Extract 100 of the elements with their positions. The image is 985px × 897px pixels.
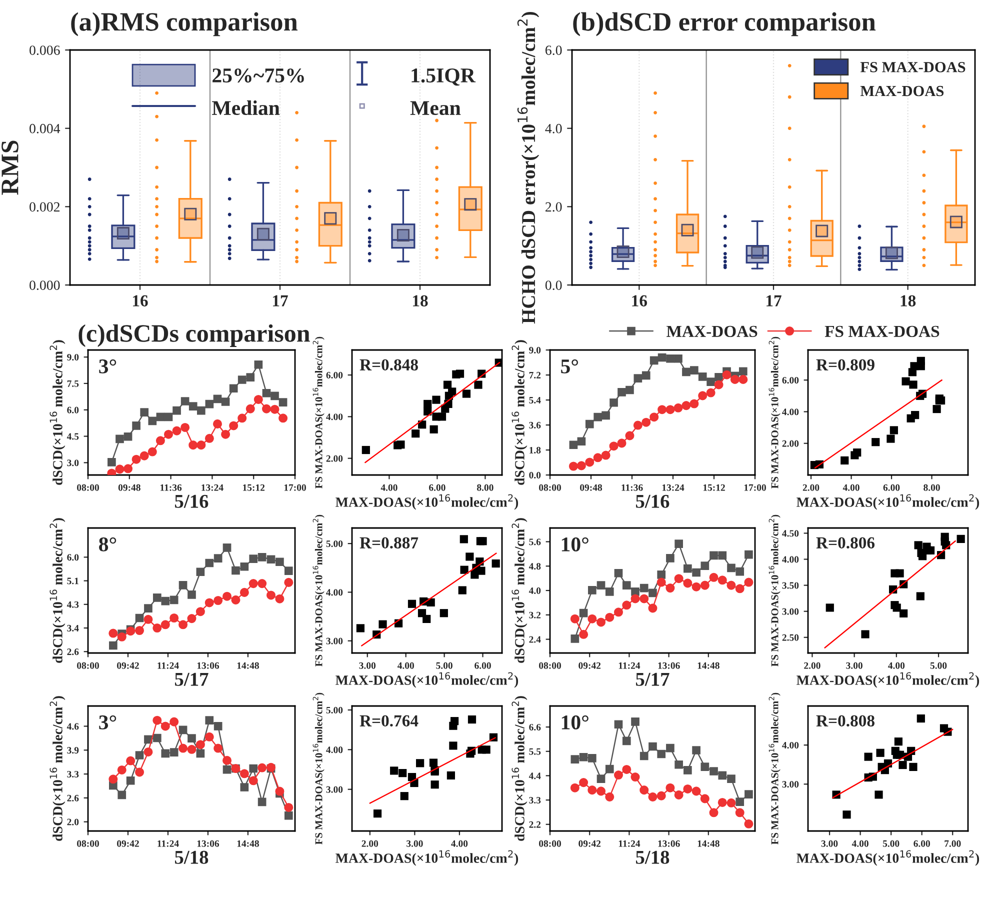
- point: [214, 554, 222, 562]
- point: [254, 360, 263, 369]
- point: [594, 412, 602, 422]
- point: [212, 419, 222, 428]
- point: [709, 572, 718, 582]
- point: [362, 446, 370, 454]
- y-tick-label: 4.0: [545, 124, 562, 134]
- point: [674, 354, 682, 363]
- x-tick-label: 09:42: [578, 662, 601, 669]
- point: [744, 550, 753, 559]
- x-tick-label: 14:48: [698, 840, 720, 847]
- point: [432, 412, 440, 421]
- point: [666, 354, 674, 363]
- point: [180, 422, 190, 432]
- point: [622, 600, 632, 610]
- point: [196, 607, 205, 616]
- y-tick-label: 2.00: [326, 455, 343, 462]
- point: [710, 551, 718, 560]
- point: [156, 436, 165, 446]
- y-tick-label: 7.2: [529, 372, 541, 379]
- x-axis-title: 5/17: [636, 672, 670, 686]
- x-axis-title: MAX-DOAS(×10$^{16}$molec/cm$^{2}$): [336, 494, 518, 510]
- y-axis-title: dSCD(×10$^{16}$ molec/cm$^{2}$): [50, 340, 66, 485]
- point: [596, 618, 606, 627]
- point: [430, 780, 439, 789]
- point: [722, 370, 732, 380]
- point: [240, 769, 249, 778]
- point: [916, 362, 925, 370]
- point: [593, 453, 602, 462]
- point: [656, 791, 666, 800]
- point: [692, 582, 701, 592]
- point: [657, 750, 666, 758]
- point: [161, 596, 170, 606]
- y-tick-label: 4.8: [528, 563, 541, 570]
- annotation: 3°: [99, 715, 116, 730]
- point: [232, 566, 240, 575]
- point: [204, 732, 214, 742]
- point: [170, 596, 178, 604]
- y-tick-label: 5.5: [529, 748, 541, 755]
- annotation: R=0.806: [816, 537, 875, 549]
- point: [424, 400, 432, 408]
- point: [258, 763, 267, 772]
- x-tick-label: 13:24: [662, 484, 684, 491]
- point: [577, 437, 586, 446]
- point: [666, 584, 675, 593]
- point: [658, 353, 666, 362]
- point: [172, 426, 182, 436]
- point: [642, 371, 650, 380]
- y-axis-title: dSCD(×10$^{16}$ molec/cm$^{2}$): [512, 518, 528, 663]
- y-tick-label: 4.00: [326, 414, 343, 420]
- point: [416, 759, 424, 768]
- x-tick-label: 09:42: [117, 662, 139, 669]
- x-tick-label: 3.00: [406, 840, 423, 847]
- point: [605, 764, 614, 774]
- point: [682, 401, 691, 410]
- point: [144, 747, 153, 756]
- x-tick-label: 11:24: [158, 662, 179, 669]
- point: [466, 552, 474, 561]
- y-tick-label: 2.6: [67, 648, 79, 656]
- x-axis-title: 5/16: [174, 494, 208, 508]
- point: [894, 738, 903, 746]
- point: [617, 438, 626, 448]
- point: [909, 762, 918, 771]
- point: [674, 540, 683, 548]
- legend-label: MAX-DOAS: [860, 86, 944, 96]
- point: [180, 397, 190, 406]
- point: [631, 718, 640, 726]
- point: [258, 553, 266, 562]
- point: [221, 430, 230, 439]
- y-tick-label: 4.00: [782, 556, 799, 563]
- point: [576, 461, 586, 470]
- point: [648, 742, 657, 751]
- y-tick-label: 3.00: [782, 781, 799, 788]
- x-tick-label: 13:06: [197, 662, 220, 669]
- point: [240, 783, 249, 792]
- point: [378, 620, 387, 628]
- point: [126, 756, 136, 766]
- point: [640, 594, 649, 604]
- point: [222, 765, 232, 774]
- annotation: 8°: [99, 537, 116, 552]
- point: [692, 746, 700, 754]
- point: [648, 604, 658, 613]
- y-tick-label: 4.00: [326, 746, 343, 754]
- y-tick-label: 1.8: [530, 446, 541, 454]
- annotation: 25%~75%: [212, 68, 304, 83]
- point: [579, 778, 588, 788]
- point: [231, 595, 240, 604]
- point: [916, 592, 924, 600]
- point: [744, 790, 753, 798]
- x-tick-label: 11:24: [618, 662, 640, 669]
- point: [568, 462, 578, 471]
- x-tick-label: 7.00: [944, 840, 961, 847]
- x-tick-label: 4.00: [380, 484, 398, 491]
- point: [726, 798, 736, 808]
- point: [700, 562, 710, 570]
- chart-title: (b)dSCD error comparison: [573, 12, 876, 36]
- point: [727, 774, 736, 783]
- point: [692, 568, 700, 577]
- y-tick-label: 3.0: [67, 460, 79, 466]
- annotation: R=0.809: [816, 359, 874, 371]
